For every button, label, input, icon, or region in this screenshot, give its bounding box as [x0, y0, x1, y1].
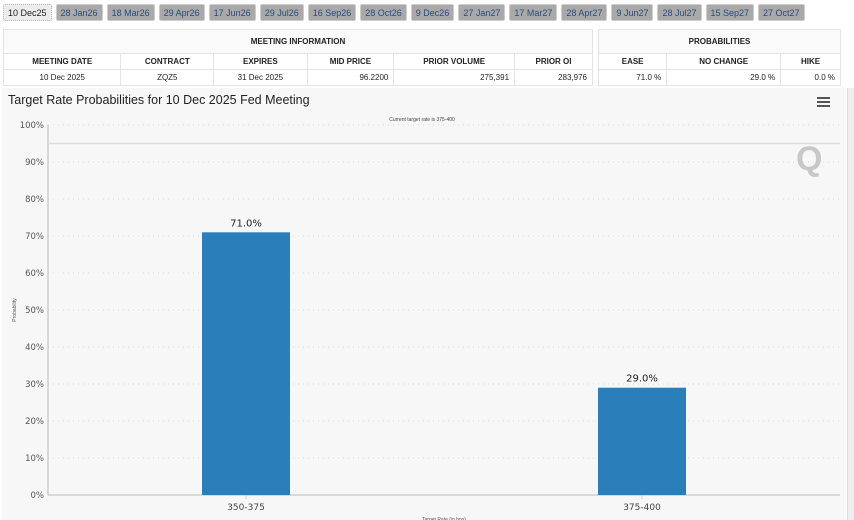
- y-tick-label: 40%: [25, 343, 44, 353]
- tab-27-jan27[interactable]: 27 Jan27: [458, 4, 506, 21]
- y-axis-label: Probability: [12, 298, 18, 322]
- col-ease: EASE: [597, 53, 668, 70]
- prior-oi: 283,976: [514, 69, 593, 86]
- chart-menu-icon[interactable]: [817, 97, 830, 109]
- tab-27-oct27[interactable]: 27 Oct27: [758, 4, 805, 21]
- x-tick-label: 375-400: [623, 503, 661, 513]
- meeting-information-table: MEETING INFORMATION MEETING DATE CONTRAC…: [2, 29, 593, 86]
- chart-title: Target Rate Probabilities for 10 Dec 202…: [8, 93, 310, 107]
- tab-29-apr26[interactable]: 29 Apr26: [158, 4, 205, 21]
- x-axis-label: Target Rate (in bps): [422, 517, 466, 520]
- tab-18-mar26[interactable]: 18 Mar26: [106, 4, 155, 21]
- table-row: 71.0 % 29.0 % 0.0 %: [597, 69, 841, 86]
- tab-15-sep27[interactable]: 15 Sep27: [705, 4, 755, 21]
- table-row: 10 Dec 2025 ZQZ5 31 Dec 2025 96.2200 275…: [2, 69, 593, 86]
- y-tick-label: 30%: [25, 380, 44, 390]
- tab-29-jul26[interactable]: 29 Jul26: [259, 4, 304, 21]
- chart-panel: [2, 88, 846, 520]
- tab-28-jan26[interactable]: 28 Jan26: [55, 4, 103, 21]
- bar-375-400: [598, 387, 686, 495]
- probabilities-title: PROBABILITIES: [598, 29, 841, 54]
- meeting-date: 10 Dec 2025: [2, 69, 122, 86]
- data-label: 29.0%: [626, 374, 658, 385]
- hike-value: 0.0 %: [780, 69, 841, 86]
- tab-28-apr27[interactable]: 28 Apr27: [561, 4, 608, 21]
- x-tick-label: 350-375: [227, 503, 265, 513]
- tab-17-jun26[interactable]: 17 Jun26: [208, 4, 256, 21]
- y-tick-label: 70%: [25, 232, 44, 242]
- tab-16-sep26[interactable]: 16 Sep26: [307, 4, 357, 21]
- y-tick-label: 100%: [20, 121, 44, 131]
- expires: 31 Dec 2025: [213, 69, 308, 86]
- scrollbar[interactable]: [847, 88, 854, 520]
- watermark-logo: Q: [796, 140, 822, 178]
- tab-28-oct26[interactable]: 28 Oct26: [360, 4, 407, 21]
- probabilities-table: PROBABILITIES EASE NO CHANGE HIKE 71.0 %…: [597, 29, 841, 86]
- mid-price: 96.2200: [306, 69, 395, 86]
- tab-9-jun27[interactable]: 9 Jun27: [611, 4, 654, 21]
- meeting-tabs: 10 Dec25 28 Jan26 18 Mar26 29 Apr26 17 Jun26…: [3, 4, 805, 21]
- tab-28-jul27[interactable]: 28 Jul27: [657, 4, 702, 21]
- y-tick-label: 50%: [25, 306, 44, 316]
- y-tick-label: 20%: [25, 417, 44, 427]
- y-tick-label: 80%: [25, 195, 44, 205]
- current-target-annotation: Current target rate is 375-400: [389, 117, 455, 123]
- tab-10-dec25[interactable]: 10 Dec25: [3, 4, 52, 21]
- ease-value: 71.0 %: [597, 69, 668, 86]
- y-tick-label: 0%: [31, 491, 45, 501]
- data-label: 71.0%: [230, 218, 262, 229]
- y-tick-label: 60%: [25, 269, 44, 279]
- bar-350-375: [202, 232, 290, 496]
- tab-17-mar27[interactable]: 17 Mar27: [509, 4, 558, 21]
- tab-9-dec26[interactable]: 9 Dec26: [410, 4, 455, 21]
- no-change-value: 29.0 %: [666, 69, 782, 86]
- y-tick-label: 90%: [25, 158, 44, 168]
- y-tick-label: 10%: [25, 454, 44, 464]
